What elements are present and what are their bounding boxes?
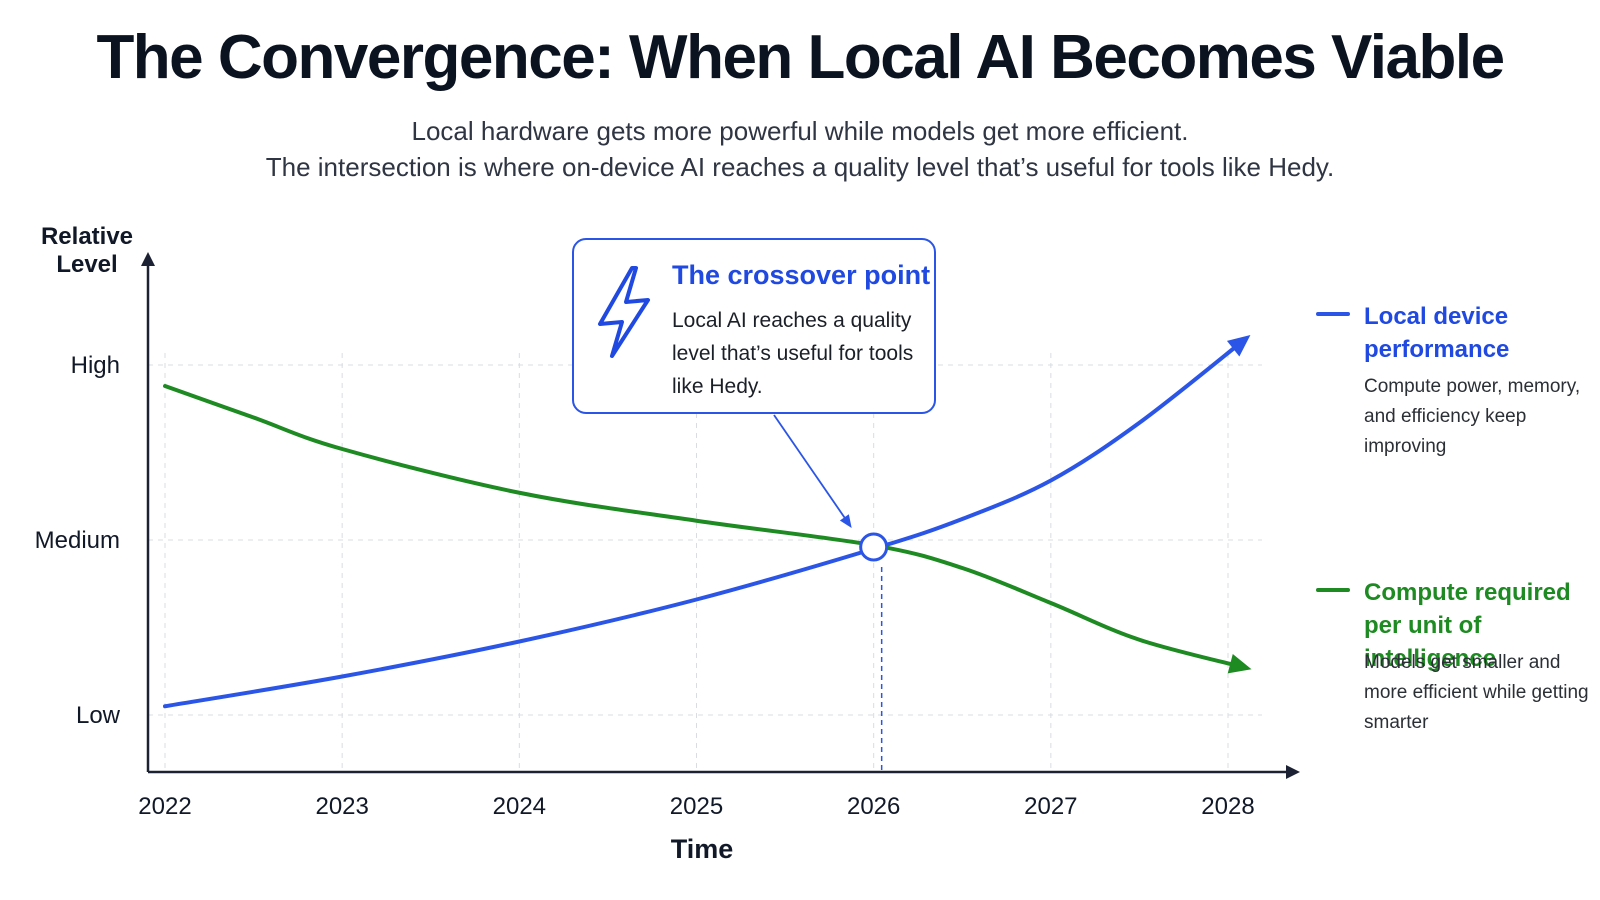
y-tick-label: Low (76, 702, 121, 729)
x-tick-label: 2026 (847, 793, 900, 820)
y-tick-label: Medium (35, 527, 120, 554)
x-tick-label: 2023 (315, 793, 368, 820)
callout-pointer-arrowhead (839, 514, 852, 528)
legend-description: Compute power, memory, and efficiency ke… (1364, 376, 1581, 457)
series-line-compute-required (163, 384, 1248, 670)
x-tick-label: 2025 (670, 793, 723, 820)
page-title: The Convergence: When Local AI Becomes V… (96, 23, 1505, 92)
series-line-local-performance (163, 336, 1248, 709)
legend-description: Models get smaller and more efficient wh… (1364, 652, 1589, 733)
series-arrowhead (1226, 335, 1251, 357)
x-tick-label: 2027 (1024, 793, 1077, 820)
legend-swatch (1316, 588, 1350, 592)
crossover-callout: The crossover point Local AI reaches a q… (572, 238, 936, 414)
callout-pointer (773, 414, 851, 526)
callout-body: Local AI reaches a quality level that’s … (672, 309, 914, 398)
y-axis-label: Relative Level (41, 223, 133, 278)
x-tick-label: 2022 (138, 793, 191, 820)
series-arrowhead (1227, 654, 1252, 674)
x-tick-label: 2024 (493, 793, 546, 820)
x-axis-label: Time (671, 834, 734, 864)
x-tick-label: 2028 (1201, 793, 1254, 820)
lightning-icon (594, 264, 652, 365)
legend-swatch (1316, 312, 1350, 316)
crossover-marker (859, 532, 889, 562)
y-tick-label: High (71, 352, 120, 379)
callout-title: The crossover point (672, 260, 931, 290)
legend-title: Local device performance (1364, 303, 1510, 363)
subtitle-line-1: Local hardware gets more powerful while … (411, 116, 1189, 146)
subtitle-line-2: The intersection is where on-device AI r… (265, 152, 1335, 182)
y-axis-arrow (141, 252, 155, 266)
legend-title: Compute required per unit of intelligenc… (1364, 579, 1571, 672)
x-axis-arrow (1286, 765, 1300, 779)
